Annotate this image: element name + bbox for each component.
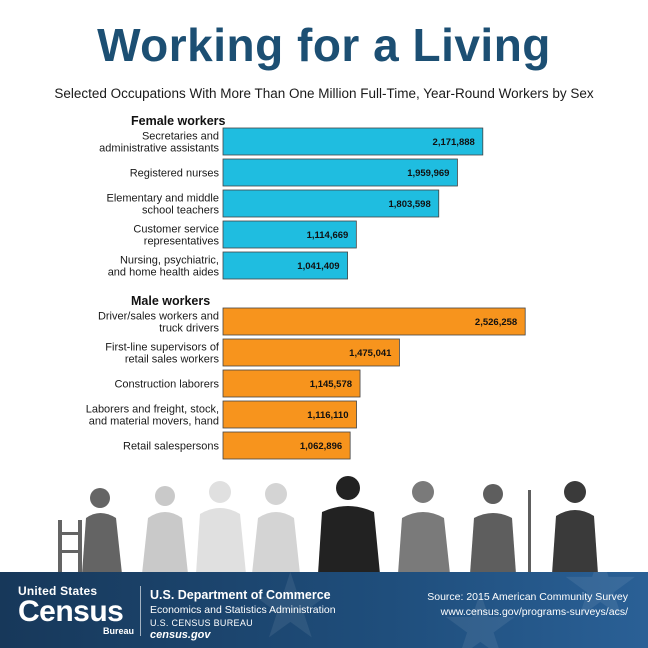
- category-label: First-line supervisors of retail sales wo…: [105, 342, 220, 366]
- administration-name: Economics and Statistics Administration: [150, 604, 336, 616]
- bar: [222, 220, 357, 249]
- category-label: Construction laborers: [114, 379, 219, 391]
- bar: [222, 158, 458, 187]
- bar: [222, 307, 526, 336]
- census-website-link[interactable]: census.gov: [150, 629, 211, 641]
- source-text: Source: 2015 American Community Survey: [427, 591, 628, 603]
- category-label: Customer service representatives: [133, 224, 219, 248]
- bar-value-label: 2,171,888: [433, 137, 475, 148]
- bar-value-label: 1,116,110: [307, 410, 348, 421]
- bar-value-label: 1,803,598: [388, 199, 430, 210]
- bar-value-label: 1,041,409: [297, 261, 339, 272]
- star-decoration-icon: ★: [440, 577, 521, 648]
- page-title: Working for a Living: [97, 19, 551, 71]
- group-label: Female workers: [131, 114, 226, 128]
- category-label: Elementary and middle school teachers: [106, 193, 219, 217]
- bar: [222, 338, 400, 367]
- department-name: U.S. Department of Commerce: [150, 588, 331, 602]
- bar: [222, 431, 351, 460]
- workers-silhouettes-illustration: [58, 476, 598, 574]
- bar: [222, 251, 348, 280]
- category-label: Retail salespersons: [123, 441, 219, 453]
- logo-sub-text: Bureau: [102, 626, 134, 636]
- category-label: Registered nurses: [130, 168, 220, 180]
- logo-top-text: United States: [18, 584, 98, 598]
- star-decoration-icon: ★: [250, 572, 331, 648]
- bar-value-label: 1,475,041: [349, 348, 392, 359]
- bar-value-label: 1,114,669: [307, 230, 349, 241]
- bureau-name: U.S. CENSUS BUREAU: [150, 618, 253, 628]
- agency-block: U.S. Department of Commerce Economics an…: [150, 588, 336, 641]
- category-label: Nursing, psychiatric, and home health aid…: [108, 255, 220, 279]
- bar-value-label: 1,062,896: [300, 441, 342, 452]
- bar-value-label: 1,145,578: [310, 379, 352, 390]
- category-label: Laborers and freight, stock, and material…: [86, 404, 219, 428]
- footer-banner: ★ ★ ★ United States Census Bureau U.S. D…: [0, 572, 648, 648]
- page-subtitle: Selected Occupations With More Than One …: [54, 86, 594, 101]
- bar-chart: Female workers 2,171,888 Secretaries and ad…: [86, 114, 526, 460]
- category-label: Secretaries and administrative assistants: [99, 131, 219, 155]
- group-label: Male workers: [131, 294, 210, 308]
- bar: [222, 127, 484, 156]
- census-logo: United States Census Bureau: [18, 584, 138, 636]
- star-decoration-icon: ★: [560, 572, 641, 637]
- category-label: Driver/sales workers and truck drivers: [98, 311, 220, 335]
- bar-value-label: 2,526,258: [475, 317, 517, 328]
- bar-value-label: 1,959,969: [407, 168, 449, 179]
- bar: [222, 369, 361, 398]
- source-url-link[interactable]: www.census.gov/programs-surveys/acs/: [440, 606, 628, 618]
- bar: [222, 400, 357, 429]
- source-block: Source: 2015 American Community Survey w…: [427, 590, 628, 620]
- logo-main-text: Census: [18, 595, 124, 628]
- bar: [222, 189, 440, 218]
- footer-divider: [140, 586, 141, 636]
